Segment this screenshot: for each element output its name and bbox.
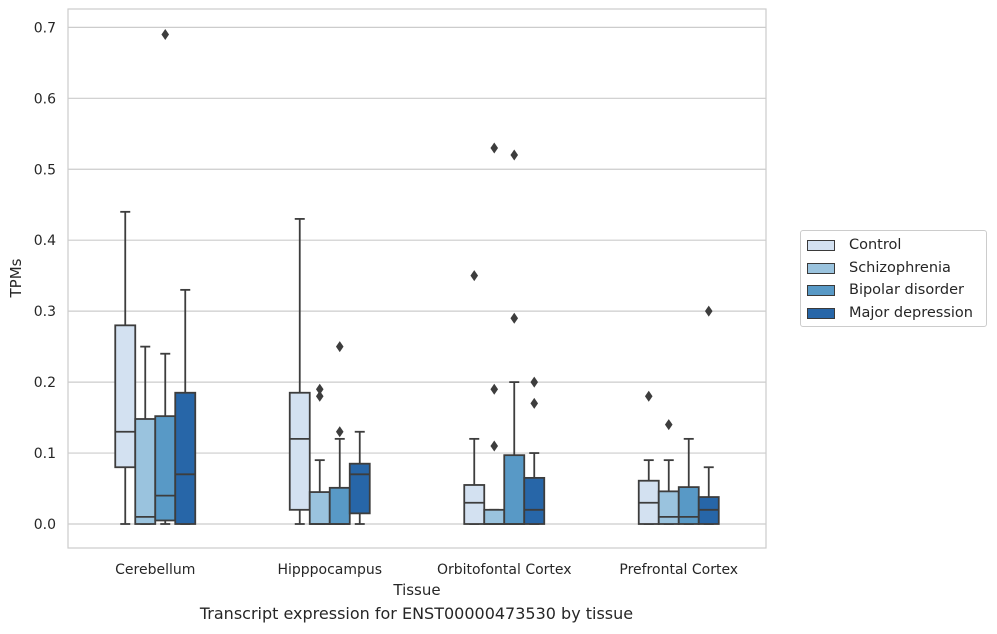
box-body [503,454,526,525]
outlier-point [644,390,653,402]
legend-label-schizophrenia: Schizophrenia [849,260,951,276]
y-tick-label: 0.4 [34,233,56,249]
outlier-point [335,341,344,353]
outlier-point [510,149,519,161]
y-tick-label: 0.3 [34,304,56,320]
outlier-point [161,28,170,40]
x-tick-labels: Cerebellum Hipppocampus Orbitofontal Corte… [115,562,738,578]
box-body [308,491,331,525]
box-body [483,508,506,525]
outlier-point [315,383,324,395]
box-body [114,324,137,469]
legend-swatch-control [807,239,835,251]
legend-item-bipolar-disorder: Bipolar disorder [807,280,964,300]
box-body [154,415,177,522]
outlier-point [490,142,499,154]
box-control [463,270,486,525]
y-tick-label: 0.2 [34,375,56,391]
box-major-depression [348,430,371,525]
legend-item-schizophrenia: Schizophrenia [807,258,951,278]
box-major-depression [174,288,197,525]
x-tick-label: Hipppocampus [277,562,382,578]
box-major-depression [523,376,546,525]
box-body [677,486,700,525]
outlier-point [510,312,519,324]
x-tick-label: Orbitofontal Cortex [437,562,572,578]
legend-swatch-major-depression [807,307,835,319]
outlier-point [490,383,499,395]
box-body [657,490,680,525]
box-control [288,218,311,525]
legend-swatch-bipolar-disorder [807,284,835,296]
outlier-point [704,305,713,317]
box-body [288,391,311,511]
figure-caption: Transcript expression for ENST0000047353… [199,604,634,623]
outlier-point [530,397,539,409]
box-body [523,476,546,525]
x-tick-label: Cerebellum [115,562,195,578]
legend-label-major-depression: Major depression [849,305,973,321]
box-control [114,210,137,525]
box-bipolar-disorder [677,437,700,525]
box-groups [114,28,720,525]
box-body [134,418,157,525]
outlier-point [335,426,344,438]
legend-swatch-schizophrenia [807,262,835,274]
box-body [328,486,351,525]
outlier-point [490,440,499,452]
box-schizophrenia [308,383,331,525]
outlier-point [470,270,479,282]
x-axis-title: Tissue [392,581,440,599]
box-body [463,484,486,525]
x-tick-label: Prefrontal Cortex [619,562,738,578]
legend-label-bipolar-disorder: Bipolar disorder [849,282,964,298]
box-schizophrenia [483,142,506,525]
outlier-point [664,419,673,431]
y-tick-label: 0.1 [34,446,56,462]
y-tick-labels: 0.0 0.1 0.2 0.3 0.4 0.5 0.6 0.7 [34,20,56,533]
legend-label-control: Control [849,237,902,253]
chart-legend: Control Schizophrenia Bipolar disorder M… [800,230,987,327]
legend-item-major-depression: Major depression [807,303,973,323]
y-tick-label: 0.6 [34,91,56,107]
outlier-point [530,376,539,388]
box-body [348,462,371,515]
y-axis-title: TPMs [7,258,25,298]
box-major-depression [697,305,720,525]
y-tick-label: 0.5 [34,162,56,178]
outlier-point [315,390,324,402]
box-body [174,391,197,525]
box-bipolar-disorder [503,149,526,525]
legend-item-control: Control [807,235,901,255]
y-tick-label: 0.0 [34,517,56,533]
y-tick-label: 0.7 [34,20,56,36]
box-bipolar-disorder [154,28,177,525]
